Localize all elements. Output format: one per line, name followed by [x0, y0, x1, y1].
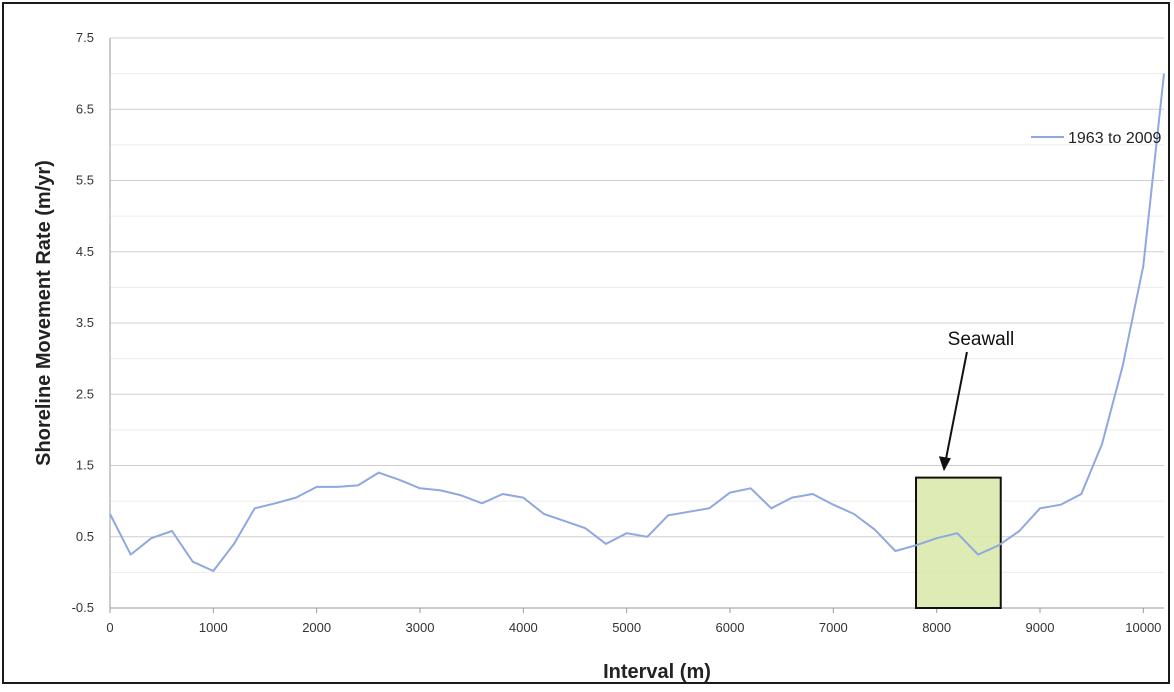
y-tick-label: 1.5 — [76, 458, 94, 473]
x-tick-label: 6000 — [716, 620, 745, 635]
y-tick-label: 4.5 — [76, 244, 94, 259]
seawall-arrowhead — [938, 456, 951, 472]
gridlines — [110, 37, 1164, 609]
x-tick-label: 2000 — [302, 620, 331, 635]
x-axis-title: Interval (m) — [603, 661, 711, 683]
y-tick-label: 3.5 — [76, 315, 94, 330]
y-tick-label: 0.5 — [76, 529, 94, 544]
legend-label: 1963 to 2009 — [1068, 130, 1162, 147]
x-tick-labels: 0 1000 2000 3000 4000 5000 6000 7000 8000 9000 100… — [106, 608, 1161, 635]
x-tick-label: 7000 — [819, 620, 848, 635]
x-tick-label: 4000 — [509, 620, 538, 635]
x-tick-label: 5000 — [612, 620, 641, 635]
y-tick-label: 5.5 — [76, 173, 94, 188]
seawall-arrow — [944, 351, 968, 460]
series-line — [109, 73, 1165, 572]
y-tick-label: 7.5 — [76, 30, 94, 45]
y-tick-label: 6.5 — [76, 101, 94, 116]
series-group — [109, 73, 1165, 572]
y-tick-label: 2.5 — [76, 386, 94, 401]
x-tick-label: 10000 — [1125, 620, 1161, 635]
seawall-annotation: Seawall — [915, 329, 1015, 609]
x-tick-label: 3000 — [406, 620, 435, 635]
x-tick-label: 8000 — [922, 620, 951, 635]
y-tick-label: -0.5 — [72, 600, 94, 615]
seawall-label: Seawall — [948, 329, 1015, 350]
x-tick-label: 9000 — [1026, 620, 1055, 635]
y-tick-labels: 7.5 6.5 5.5 4.5 3.5 2.5 1.5 0.5 -0.5 — [72, 30, 94, 615]
legend: 1963 to 2009 — [1031, 130, 1162, 147]
line-chart: 0 1000 2000 3000 4000 5000 6000 7000 8000 9000 100… — [33, 30, 1165, 683]
y-axis-title: Shoreline Movement Rate (m/yr) — [33, 160, 55, 466]
x-tick-label: 0 — [106, 620, 113, 635]
seawall-box — [915, 476, 1002, 609]
x-tick-label: 1000 — [199, 620, 228, 635]
